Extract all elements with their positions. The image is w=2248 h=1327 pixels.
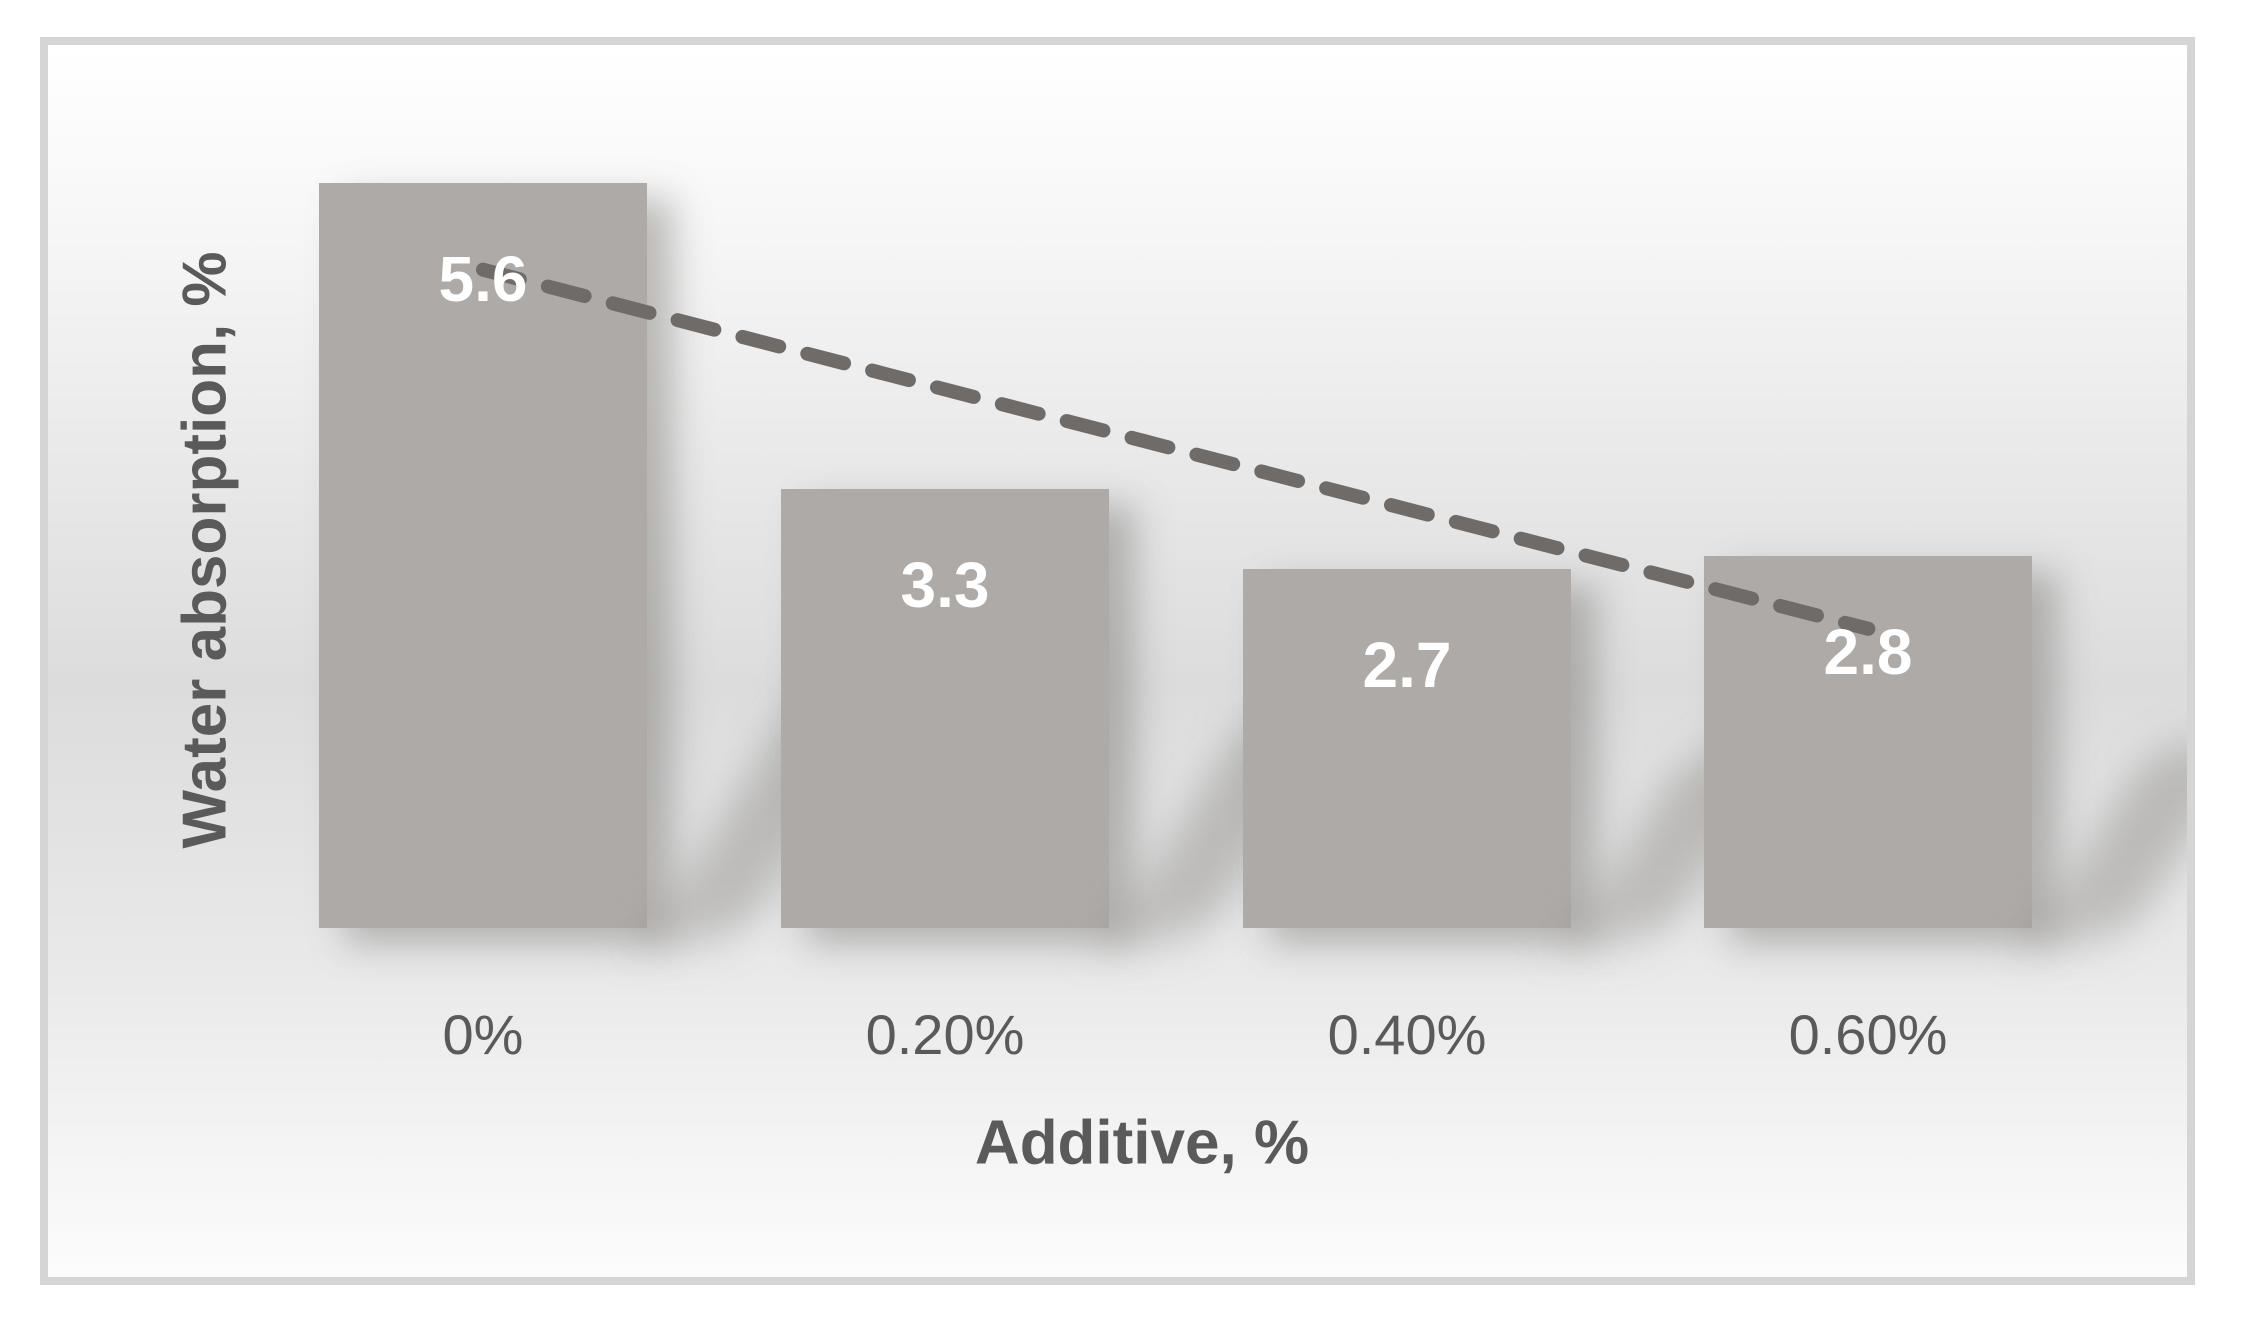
bar-0%: 5.6	[319, 183, 647, 928]
x-axis-title: Additive, %	[974, 1108, 1310, 1178]
x-tick-label: 0%	[442, 1003, 524, 1066]
bar-0.20%: 3.3	[781, 489, 1109, 928]
bar-value-label: 3.3	[900, 549, 990, 621]
bar-0.40%: 2.7	[1243, 569, 1571, 928]
x-tick-label: 0.20%	[865, 1003, 1025, 1066]
y-axis-title: Water absorption, %	[170, 251, 240, 849]
x-tick-label: 0.60%	[1788, 1003, 1948, 1066]
bar-0.60%: 2.8	[1704, 556, 2032, 928]
trendline-dashed	[476, 262, 1876, 636]
bar-value-label: 2.7	[1362, 629, 1452, 701]
bar-value-label: 2.8	[1823, 616, 1913, 688]
x-tick-label: 0.40%	[1327, 1003, 1487, 1066]
chart-area: 5.6 3.3 2.7 2.8 0% 0.20% 0.40% 0.60% Water abs…	[40, 37, 2195, 1285]
bar-value-label: 5.6	[438, 243, 528, 315]
